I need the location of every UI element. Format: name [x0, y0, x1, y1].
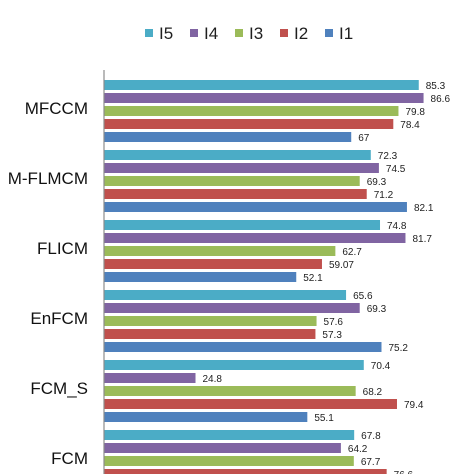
legend-item: I1	[325, 24, 353, 43]
category-labels: MFCCM M-FLMCM FLICM EnFCM FCM_S FCM	[8, 99, 88, 468]
bar	[104, 342, 382, 352]
bar-value-label: 24.8	[203, 374, 223, 385]
bar	[104, 399, 397, 409]
bar	[104, 430, 355, 440]
legend-label: I2	[294, 24, 308, 43]
bar	[104, 189, 367, 199]
bar	[104, 272, 297, 282]
category-label: FCM_S	[30, 379, 88, 398]
bar	[104, 443, 341, 453]
bar	[104, 259, 322, 269]
bar	[104, 150, 371, 160]
bar-value-label: 85.3	[426, 81, 446, 92]
bar	[104, 246, 336, 256]
bar	[104, 456, 354, 466]
bar-value-label: 69.3	[367, 177, 387, 188]
legend-label: I5	[159, 24, 173, 43]
bar-value-label: 79.8	[405, 107, 425, 118]
bar-value-label: 74.5	[386, 164, 406, 175]
bar-value-label: 72.3	[378, 151, 398, 162]
bar-value-label: 62.7	[342, 247, 362, 258]
category-label: EnFCM	[30, 309, 88, 328]
bar-value-label: 55.1	[314, 413, 334, 424]
bar-value-label: 65.6	[353, 291, 373, 302]
bar-value-label: 64.2	[348, 444, 368, 455]
bar	[104, 329, 316, 339]
legend-label: I3	[249, 24, 263, 43]
bar-value-label: 67.7	[361, 457, 381, 468]
bar-value-label: 69.3	[367, 304, 387, 315]
bar	[104, 176, 360, 186]
legend-item: I3	[235, 24, 263, 43]
bar-value-label: 75.2	[388, 343, 408, 354]
bar-value-label: 67	[358, 133, 370, 144]
legend-item: I2	[280, 24, 308, 43]
bar	[104, 80, 419, 90]
bar	[104, 233, 406, 243]
bar-value-label: 57.6	[324, 317, 344, 328]
category-label: MFCCM	[25, 99, 88, 118]
bar	[104, 163, 379, 173]
bar-value-label: 68.2	[363, 387, 383, 398]
bar-value-label: 71.2	[374, 190, 394, 201]
bar	[104, 93, 424, 103]
bar	[104, 469, 387, 474]
bar	[104, 412, 308, 422]
bar	[104, 132, 352, 142]
bar	[104, 202, 407, 212]
legend-swatch	[280, 29, 288, 37]
bar	[104, 386, 356, 396]
bar-value-label: 76.6	[394, 470, 414, 474]
bar-value-label: 52.1	[303, 273, 323, 284]
legend-item: I5	[145, 24, 173, 43]
bar-value-label: 57.3	[322, 330, 342, 341]
legend-item: I4	[190, 24, 218, 43]
bar-value-label: 67.8	[361, 431, 381, 442]
bar-value-label: 79.4	[404, 400, 424, 411]
legend-swatch	[235, 29, 243, 37]
bar	[104, 106, 399, 116]
bar	[104, 303, 360, 313]
category-label: FLICM	[37, 239, 88, 258]
legend-swatch	[325, 29, 333, 37]
bar	[104, 360, 364, 370]
bar-value-label: 78.4	[400, 120, 420, 131]
bar-value-label: 81.7	[412, 234, 432, 245]
category-label: FCM	[51, 449, 88, 468]
bar-value-label: 59.07	[329, 260, 354, 271]
legend-label: I4	[204, 24, 218, 43]
bar	[104, 316, 317, 326]
bar	[104, 290, 347, 300]
plot-area: 85.3 86.6 79.8 78.4 67 72.3 74.5 69.3 71.2 82.1 74…	[104, 80, 450, 474]
legend-swatch	[190, 29, 198, 37]
bar	[104, 119, 394, 129]
bar-value-label: 70.4	[371, 361, 391, 372]
bar-value-label: 74.8	[387, 221, 407, 232]
category-label: M-FLMCM	[8, 169, 88, 188]
bar	[104, 373, 196, 383]
bar	[104, 220, 381, 230]
legend: I5 I4 I3 I2 I1	[145, 24, 353, 43]
legend-swatch	[145, 29, 153, 37]
bar-value-label: 86.6	[431, 94, 451, 105]
legend-label: I1	[339, 24, 353, 43]
bar-value-label: 82.1	[414, 203, 434, 214]
